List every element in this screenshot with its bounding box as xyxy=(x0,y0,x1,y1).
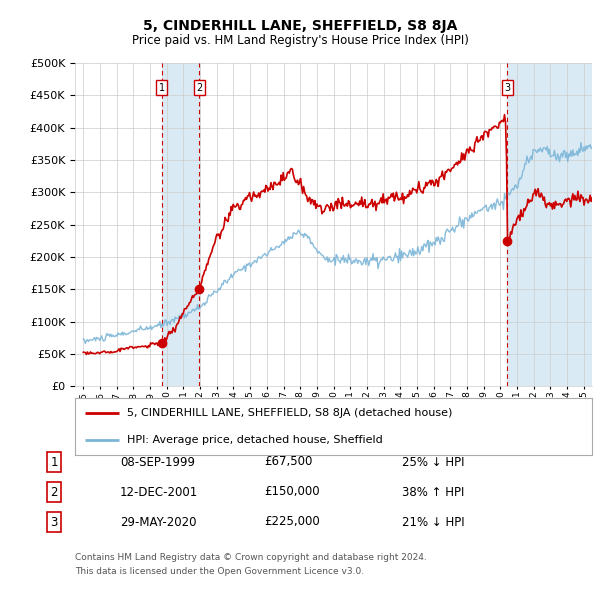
Text: Contains HM Land Registry data © Crown copyright and database right 2024.: Contains HM Land Registry data © Crown c… xyxy=(75,552,427,562)
Text: £225,000: £225,000 xyxy=(264,516,320,529)
Text: 29-MAY-2020: 29-MAY-2020 xyxy=(120,516,197,529)
Text: 5, CINDERHILL LANE, SHEFFIELD, S8 8JA (detached house): 5, CINDERHILL LANE, SHEFFIELD, S8 8JA (d… xyxy=(127,408,452,418)
Text: 1: 1 xyxy=(50,455,58,468)
Text: 21% ↓ HPI: 21% ↓ HPI xyxy=(402,516,464,529)
Bar xyxy=(507,63,592,386)
Text: HPI: Average price, detached house, Sheffield: HPI: Average price, detached house, Shef… xyxy=(127,435,382,445)
Text: 3: 3 xyxy=(50,516,58,529)
Text: This data is licensed under the Open Government Licence v3.0.: This data is licensed under the Open Gov… xyxy=(75,568,364,576)
Text: 5, CINDERHILL LANE, SHEFFIELD, S8 8JA: 5, CINDERHILL LANE, SHEFFIELD, S8 8JA xyxy=(143,19,457,33)
Text: 2: 2 xyxy=(196,83,202,93)
Text: 2: 2 xyxy=(50,486,58,499)
Text: 3: 3 xyxy=(504,83,510,93)
Text: £150,000: £150,000 xyxy=(264,486,320,499)
Text: 25% ↓ HPI: 25% ↓ HPI xyxy=(402,455,464,468)
Bar xyxy=(162,63,199,386)
Text: Price paid vs. HM Land Registry's House Price Index (HPI): Price paid vs. HM Land Registry's House … xyxy=(131,34,469,47)
Text: 38% ↑ HPI: 38% ↑ HPI xyxy=(402,486,464,499)
Text: 1: 1 xyxy=(158,83,165,93)
Text: 08-SEP-1999: 08-SEP-1999 xyxy=(120,455,195,468)
Text: 12-DEC-2001: 12-DEC-2001 xyxy=(120,486,198,499)
Text: £67,500: £67,500 xyxy=(264,455,313,468)
